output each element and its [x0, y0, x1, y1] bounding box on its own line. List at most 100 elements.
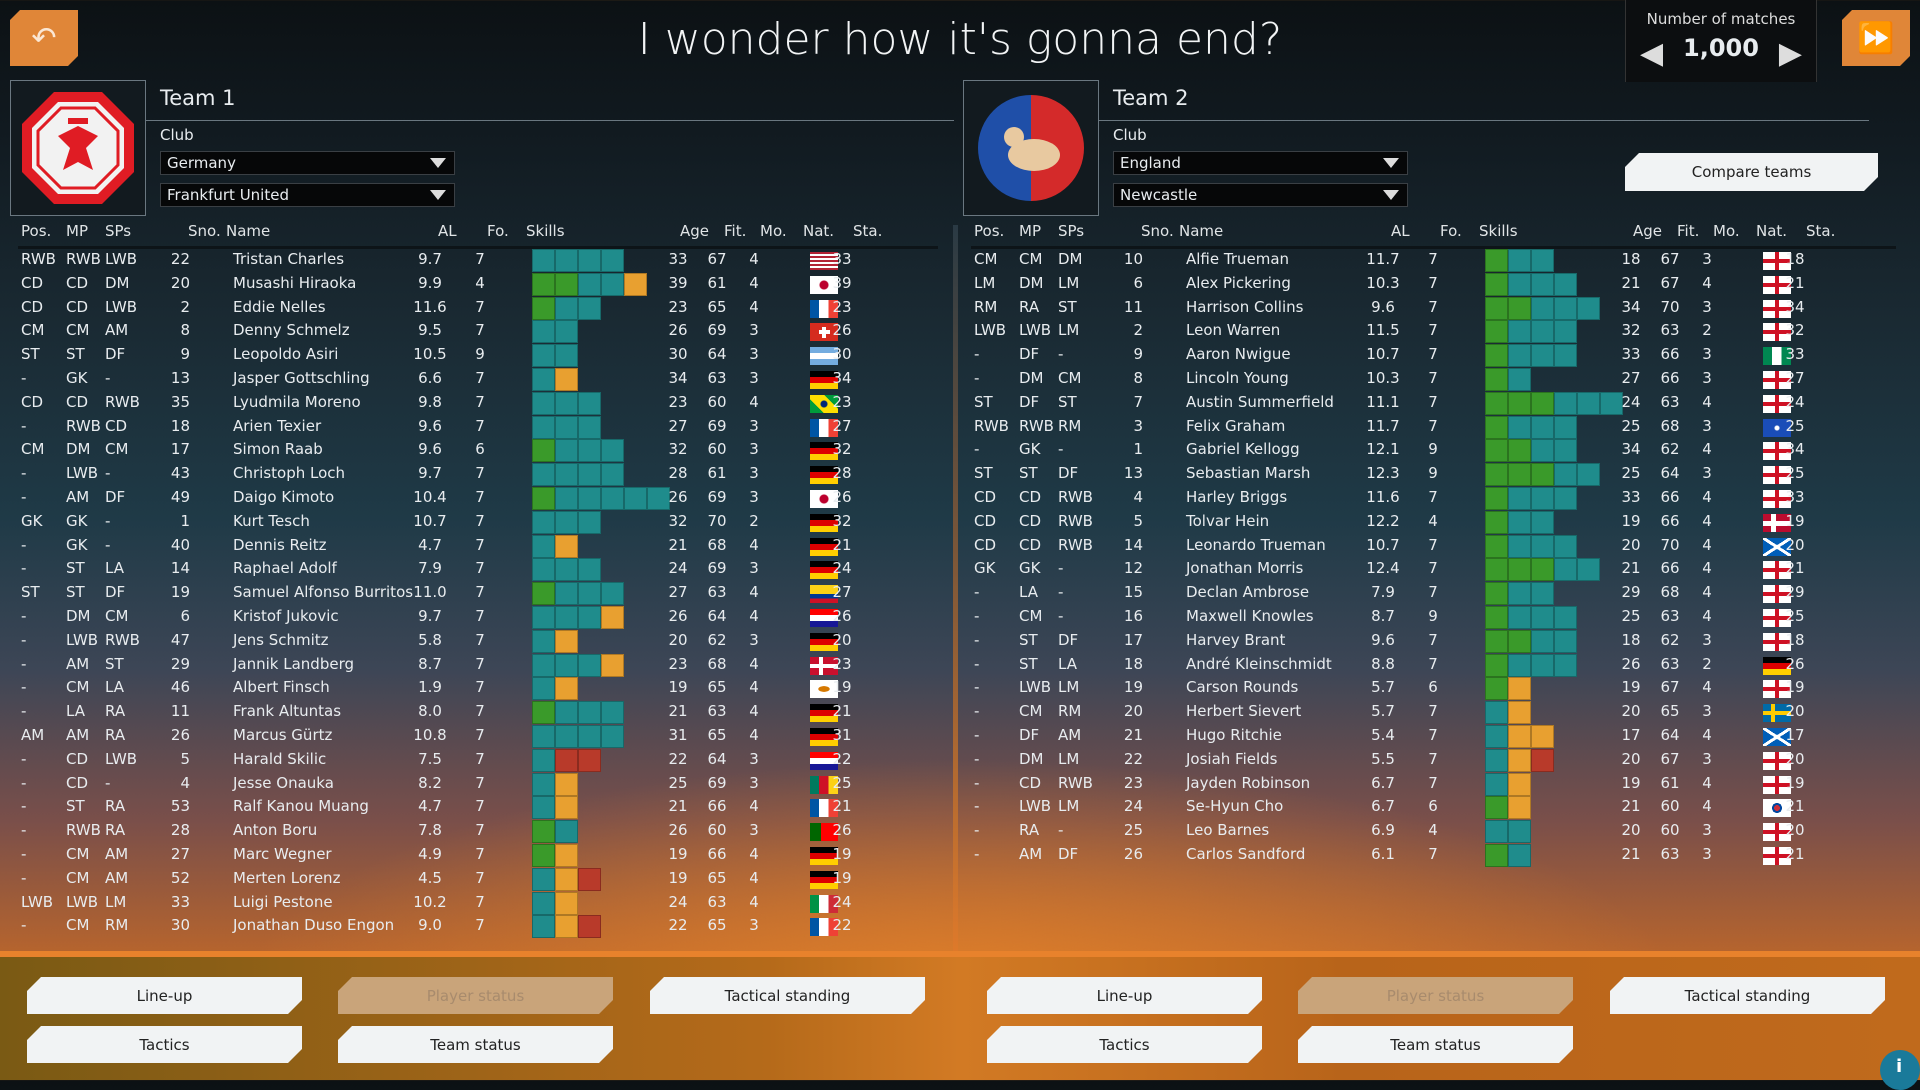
column-header[interactable]: Fit. — [1677, 222, 1700, 240]
team-2-tactical-standing-button[interactable]: Tactical standing — [1610, 977, 1885, 1014]
cell-fit: 69 — [707, 559, 727, 578]
column-header[interactable]: Skills — [1479, 222, 1518, 240]
team-1-tactical-standing-button[interactable]: Tactical standing — [650, 977, 925, 1014]
column-header[interactable]: MP — [66, 222, 88, 240]
team-1-country-select[interactable]: Germany — [160, 151, 455, 175]
nationality-flag-icon — [1763, 751, 1791, 770]
team-2-country-select[interactable]: England — [1113, 151, 1408, 175]
cell-sta: 26 — [832, 607, 852, 625]
column-header[interactable]: Name — [226, 222, 271, 240]
column-header[interactable]: MP — [1019, 222, 1041, 240]
skill-icon — [601, 487, 624, 510]
cell-sta: 20 — [1785, 749, 1805, 768]
skill-icon — [532, 606, 555, 629]
cell-sps: - — [1058, 607, 1064, 625]
column-header[interactable]: Age — [680, 222, 710, 240]
info-icon[interactable]: i — [1880, 1050, 1920, 1090]
skills-icons — [532, 844, 578, 867]
cell-al: 12.1 — [1366, 440, 1400, 459]
cell-fo: 7 — [475, 559, 485, 578]
cell-name: Ralf Kanou Muang — [233, 797, 369, 816]
column-header[interactable]: AL — [1391, 222, 1410, 240]
team-2-tactics-button[interactable]: Tactics — [987, 1026, 1262, 1063]
column-header[interactable]: Pos. — [21, 222, 52, 240]
column-header[interactable]: Sta. — [853, 222, 883, 240]
skills-icons — [532, 296, 601, 320]
team-2-team-status-button[interactable]: Team status — [1298, 1026, 1573, 1063]
skills-icons — [1485, 249, 1554, 272]
column-header[interactable]: SPs — [105, 222, 132, 240]
team-1-tactics-button[interactable]: Tactics — [27, 1026, 302, 1063]
cell-mp: LA — [1019, 583, 1038, 602]
country-value: England — [1120, 154, 1181, 172]
column-header[interactable]: Mo. — [1713, 222, 1740, 240]
cell-fo: 6 — [1428, 678, 1438, 697]
nationality-flag-icon — [810, 418, 838, 437]
cell-sps: RA — [105, 702, 126, 721]
cell-mo: 3 — [749, 488, 759, 506]
cell-fit: 66 — [1660, 488, 1680, 506]
column-header[interactable]: AL — [438, 222, 457, 240]
nationality-flag-icon — [810, 323, 838, 342]
cell-sno: 35 — [170, 392, 190, 411]
skills-icons — [1485, 463, 1600, 487]
cell-pos: - — [974, 749, 980, 768]
cell-fit: 60 — [707, 440, 727, 459]
column-header[interactable]: Name — [1179, 222, 1224, 240]
column-header[interactable]: Fit. — [724, 222, 747, 240]
cell-mp: CD — [66, 297, 89, 316]
column-header[interactable]: Nat. — [803, 222, 835, 240]
cell-sps: AM — [105, 868, 129, 887]
team-1-team-status-button[interactable]: Team status — [338, 1026, 613, 1063]
column-header[interactable]: Nat. — [1756, 222, 1788, 240]
cell-pos: - — [21, 868, 27, 887]
cell-sps: RWB — [1058, 773, 1093, 792]
skill-icon — [578, 653, 601, 677]
skill-icon — [555, 725, 578, 748]
cell-fit: 67 — [1660, 749, 1680, 768]
back-button[interactable]: ↶ — [10, 10, 78, 66]
column-header[interactable]: Age — [1633, 222, 1663, 240]
cell-name: Tristan Charles — [233, 250, 345, 268]
skill-icon — [532, 725, 555, 748]
column-header[interactable]: Fo. — [487, 222, 509, 240]
cell-mo: 4 — [749, 583, 759, 602]
column-header[interactable]: Mo. — [760, 222, 787, 240]
column-header[interactable]: Skills — [526, 222, 565, 240]
team-2-club-select[interactable]: Newcastle — [1113, 183, 1408, 207]
cell-age: 24 — [1621, 392, 1641, 411]
cell-sps: ST — [1058, 297, 1077, 316]
team-1-player-status-button[interactable]: Player status — [338, 977, 613, 1014]
cell-mo: 4 — [1702, 797, 1712, 816]
team-2-player-status-button[interactable]: Player status — [1298, 977, 1573, 1014]
team-1-club-select[interactable]: Frankfurt United — [160, 183, 455, 207]
column-header[interactable]: Fo. — [1440, 222, 1462, 240]
decrease-matches-arrow-icon[interactable]: ◀ — [1640, 36, 1664, 71]
cell-sps: - — [1058, 345, 1064, 364]
undo-arrow-icon: ↶ — [31, 20, 57, 56]
cell-sps: LM — [1058, 678, 1080, 697]
skills-icons — [532, 867, 601, 891]
cell-sta: 27 — [832, 583, 852, 602]
cell-sta: 32 — [1785, 321, 1805, 340]
simulate-button[interactable]: ⏩ — [1842, 10, 1910, 66]
column-header[interactable]: Pos. — [974, 222, 1005, 240]
cell-sno: 13 — [170, 369, 190, 387]
cell-age: 28 — [668, 464, 688, 483]
column-header[interactable]: Sno. — [1141, 222, 1174, 240]
skill-icon — [1508, 796, 1531, 820]
column-header[interactable]: Sno. — [188, 222, 221, 240]
compare-teams-button[interactable]: Compare teams — [1625, 153, 1878, 191]
nationality-flag-icon — [1763, 823, 1791, 842]
cell-sps: - — [1058, 583, 1064, 602]
cell-mo: 3 — [1702, 821, 1712, 840]
cell-mp: LWB — [66, 630, 99, 649]
team-1-crest — [10, 80, 146, 216]
cell-mo: 3 — [749, 440, 759, 459]
team-2-line-up-button[interactable]: Line-up — [987, 977, 1262, 1014]
column-header[interactable]: Sta. — [1806, 222, 1836, 240]
team-1-line-up-button[interactable]: Line-up — [27, 977, 302, 1014]
column-header[interactable]: SPs — [1058, 222, 1085, 240]
skill-icon — [1508, 415, 1531, 439]
increase-matches-arrow-icon[interactable]: ▶ — [1778, 36, 1802, 71]
